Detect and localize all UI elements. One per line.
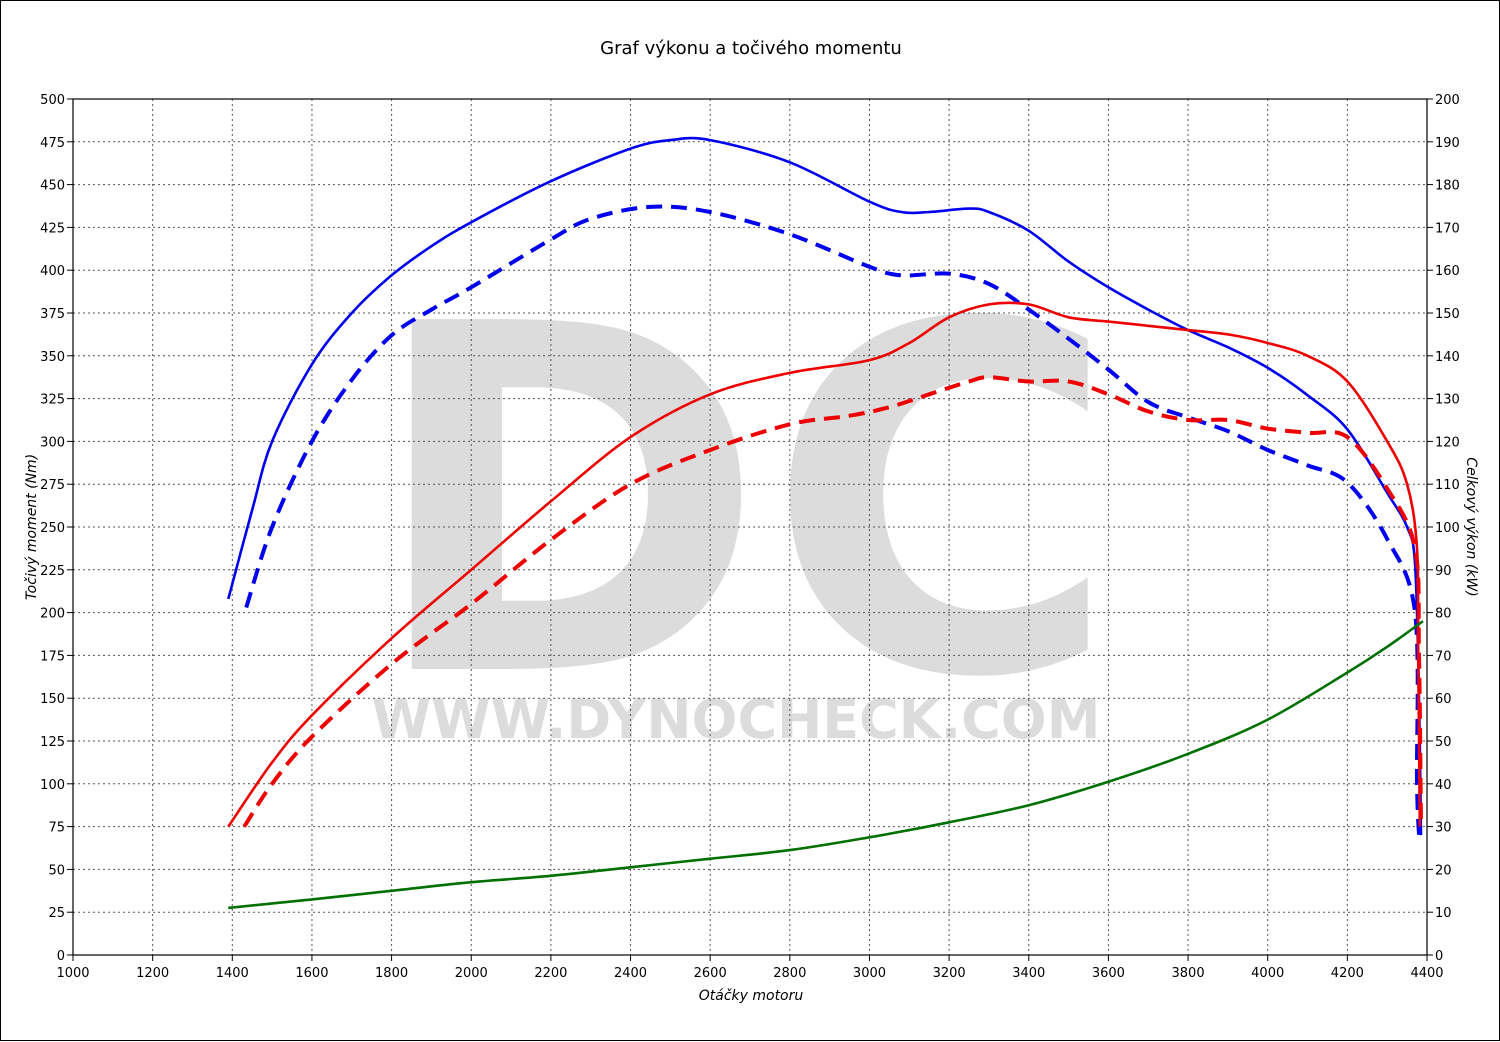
watermark-letters: DC — [368, 224, 1119, 783]
tick-labels: 1000 1200 1400 1600 1800 2000 2200 2400 2600 2800… — [40, 93, 1460, 981]
y-left-tick-label: 250 — [40, 521, 65, 536]
torque-stock-line — [244, 204, 1421, 836]
y-left-tick-label: 400 — [40, 264, 65, 279]
y-left-tick-label: 25 — [48, 906, 65, 921]
y-left-tick-label: 50 — [48, 863, 65, 878]
y-left-tick-label: 375 — [40, 307, 65, 322]
y-left-tick-label: 500 — [40, 93, 65, 108]
x-tick-label: 3200 — [933, 966, 966, 981]
plot-border — [72, 98, 1428, 956]
x-tick-label: 3000 — [853, 966, 886, 981]
y-left-tick-label: 350 — [40, 350, 65, 365]
x-tick-label: 4400 — [1410, 966, 1443, 981]
y-right-tick-label: 140 — [1435, 350, 1460, 365]
x-tick-label: 4200 — [1331, 966, 1364, 981]
y-axis-right-label: Celkový výkon (kW) — [1463, 457, 1479, 596]
y-left-tick-label: 225 — [40, 564, 65, 579]
y-left-tick-label: 475 — [40, 136, 65, 151]
y-right-tick-label: 70 — [1435, 649, 1452, 664]
power-stock-line — [242, 375, 1423, 828]
y-left-tick-label: 325 — [40, 393, 65, 408]
x-tick-label: 2800 — [773, 966, 806, 981]
x-tick-label: 3400 — [1012, 966, 1045, 981]
x-axis-label: Otáčky motoru — [699, 988, 804, 1004]
watermark: DC WWW.DYNOCHECK.COM — [368, 224, 1119, 783]
y-right-tick-label: 170 — [1435, 221, 1460, 236]
y-left-tick-label: 125 — [40, 735, 65, 750]
y-axis-left-label: Točivý moment (Nm) — [24, 454, 40, 600]
y-left-tick-label: 75 — [48, 821, 65, 836]
x-tick-label: 2200 — [534, 966, 567, 981]
y-left-tick-label: 0 — [57, 949, 65, 964]
y-right-tick-label: 150 — [1435, 307, 1460, 322]
x-tick-label: 2600 — [694, 966, 727, 981]
y-right-tick-label: 190 — [1435, 136, 1460, 151]
y-right-tick-label: 50 — [1435, 735, 1452, 750]
x-tick-label: 3800 — [1172, 966, 1205, 981]
y-left-tick-label: 200 — [40, 607, 65, 622]
y-right-tick-label: 130 — [1435, 393, 1460, 408]
y-right-tick-label: 100 — [1435, 521, 1460, 536]
y-left-tick-label: 275 — [40, 478, 65, 493]
x-tick-label: 4000 — [1251, 966, 1284, 981]
y-right-tick-label: 0 — [1435, 949, 1443, 964]
y-left-tick-label: 300 — [40, 435, 65, 450]
x-tick-label: 3600 — [1092, 966, 1125, 981]
y-left-tick-label: 150 — [40, 692, 65, 707]
x-tick-label: 1600 — [295, 966, 328, 981]
grid — [73, 99, 1427, 955]
y-right-tick-label: 10 — [1435, 906, 1452, 921]
y-right-tick-label: 120 — [1435, 435, 1460, 450]
y-right-tick-label: 40 — [1435, 778, 1452, 793]
x-tick-label: 1400 — [216, 966, 249, 981]
x-tick-label: 1000 — [56, 966, 89, 981]
x-tick-label: 1200 — [136, 966, 169, 981]
x-tick-label: 1800 — [375, 966, 408, 981]
y-right-tick-label: 200 — [1435, 93, 1460, 108]
loss-power-line — [228, 620, 1424, 910]
chart-title: Graf výkonu a točivého momentu — [600, 38, 902, 59]
y-right-tick-label: 110 — [1435, 478, 1460, 493]
y-right-tick-label: 160 — [1435, 264, 1460, 279]
axes — [67, 98, 1433, 961]
y-left-tick-label: 425 — [40, 221, 65, 236]
y-right-tick-label: 30 — [1435, 821, 1452, 836]
x-tick-label: 2000 — [455, 966, 488, 981]
y-right-tick-label: 60 — [1435, 692, 1452, 707]
y-right-tick-label: 180 — [1435, 179, 1460, 194]
y-right-tick-label: 80 — [1435, 607, 1452, 622]
y-left-tick-label: 100 — [40, 778, 65, 793]
y-right-tick-label: 90 — [1435, 564, 1452, 579]
y-right-tick-label: 20 — [1435, 863, 1452, 878]
y-left-tick-label: 450 — [40, 179, 65, 194]
y-left-tick-label: 175 — [40, 649, 65, 664]
series-layer — [227, 136, 1424, 910]
x-tick-label: 2400 — [614, 966, 647, 981]
power-tuned-line — [227, 301, 1422, 828]
watermark-url: WWW.DYNOCHECK.COM — [372, 688, 1101, 751]
